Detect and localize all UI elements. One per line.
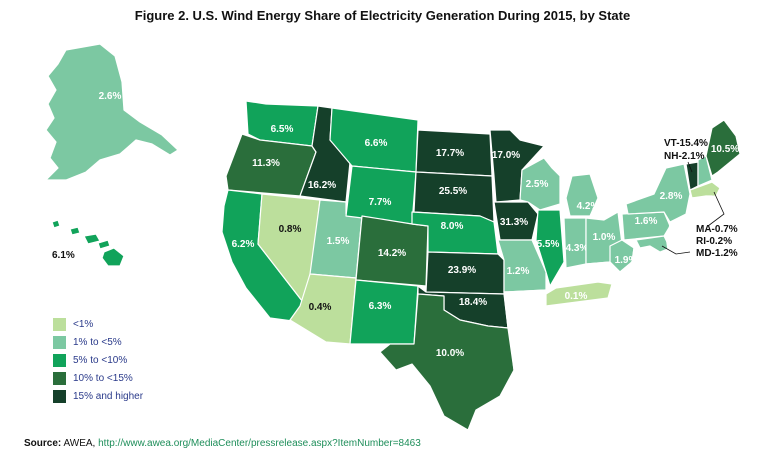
state-wi [519,157,561,211]
leader-md [661,245,691,255]
source-line: Source: AWEA, http://www.awea.org/MediaC… [24,438,421,449]
label-nd: 17.7% [436,148,464,159]
legend-swatch [52,353,67,368]
legend-swatch [52,317,67,332]
label-ok: 18.4% [459,297,487,308]
state-ar [503,289,547,335]
label-sd: 25.5% [439,186,467,197]
legend-swatch [52,389,67,404]
label-mt: 6.6% [365,138,388,149]
state-ma [689,181,721,199]
source-label: Source: [24,438,62,449]
label-ia: 31.3% [500,217,528,228]
label-nv: 0.8% [279,224,302,235]
label-mo: 1.2% [507,266,530,277]
legend-item: 5% to <10% [52,352,143,369]
state-ct [691,195,707,213]
label-co: 14.2% [378,248,406,259]
label-ny: 2.8% [660,191,683,202]
label-ak: 2.6% [99,91,122,102]
state-hi-5 [101,247,125,267]
state-tx [379,293,515,431]
state-co [355,215,429,287]
label-or: 11.3% [252,158,280,169]
legend-swatch [52,335,67,350]
legend-item: 15% and higher [52,388,143,405]
callout-md: MD-1.2% [696,248,738,259]
state-wy [345,165,417,225]
label-tn: 0.1% [565,291,588,302]
callout-ma: MA-0.7% [696,224,738,235]
label-wa: 6.5% [271,124,294,135]
state-me [705,119,741,177]
label-id: 16.2% [308,180,336,191]
state-hi-4 [97,239,111,250]
label-wi: 2.5% [526,179,549,190]
label-wy: 7.7% [369,197,392,208]
state-hi-2 [69,226,81,236]
state-ny [625,163,691,223]
callout-ri: RI-0.2% [696,236,732,247]
callout-nh: NH-2.1% [664,151,705,162]
legend-item: <1% [52,316,143,333]
state-il [535,209,565,287]
legend-label: 15% and higher [73,391,144,402]
state-ia [493,201,539,241]
label-mn: 17.0% [492,150,520,161]
state-nm [349,279,419,345]
state-ri [705,195,713,207]
label-ks: 23.9% [448,265,476,276]
leader-vt [687,161,693,173]
state-ak [45,43,179,181]
state-fl [575,349,643,417]
label-mi: 4.2% [577,201,600,212]
label-oh: 1.0% [593,232,616,243]
legend: <1% 1% to <5% 5% to <10% 10% to <15% 15% and… [52,316,143,406]
legend-label: <1% [73,319,94,330]
state-nh [697,155,713,187]
source-text: AWEA, [61,438,99,449]
label-nm: 6.3% [369,301,392,312]
figure-title: Figure 2. U.S. Wind Energy Share of Elec… [134,8,631,23]
label-wv: 1.9% [615,255,638,266]
legend-swatch [52,371,67,386]
leader-ma-ri [707,191,725,227]
label-pa: 1.6% [635,216,658,227]
label-il: 5.5% [537,239,560,250]
state-hi-3 [83,233,101,245]
legend-label: 1% to <5% [73,337,122,348]
legend-item: 10% to <15% [52,370,143,387]
source-link[interactable]: http://www.awea.org/MediaCenter/pressrel… [98,438,421,449]
label-ut: 1.5% [327,236,350,247]
label-tx: 10.0% [436,348,464,359]
state-hi-1 [51,219,61,229]
label-hi: 6.1% [52,250,75,261]
legend-item: 1% to <5% [52,334,143,351]
label-me: 10.5% [711,144,739,155]
state-tn [545,281,613,307]
label-ca: 6.2% [232,239,255,250]
legend-label: 5% to <10% [73,355,128,366]
label-ne: 8.0% [441,221,464,232]
state-de [665,235,675,251]
state-ms [539,303,567,361]
state-va [597,247,673,283]
label-az: 0.4% [309,302,332,313]
legend-label: 10% to <15% [73,373,133,384]
state-mi [565,173,599,217]
label-in: 4.3% [566,243,589,254]
callout-vt: VT-15.4% [664,138,708,149]
state-md [635,235,671,253]
